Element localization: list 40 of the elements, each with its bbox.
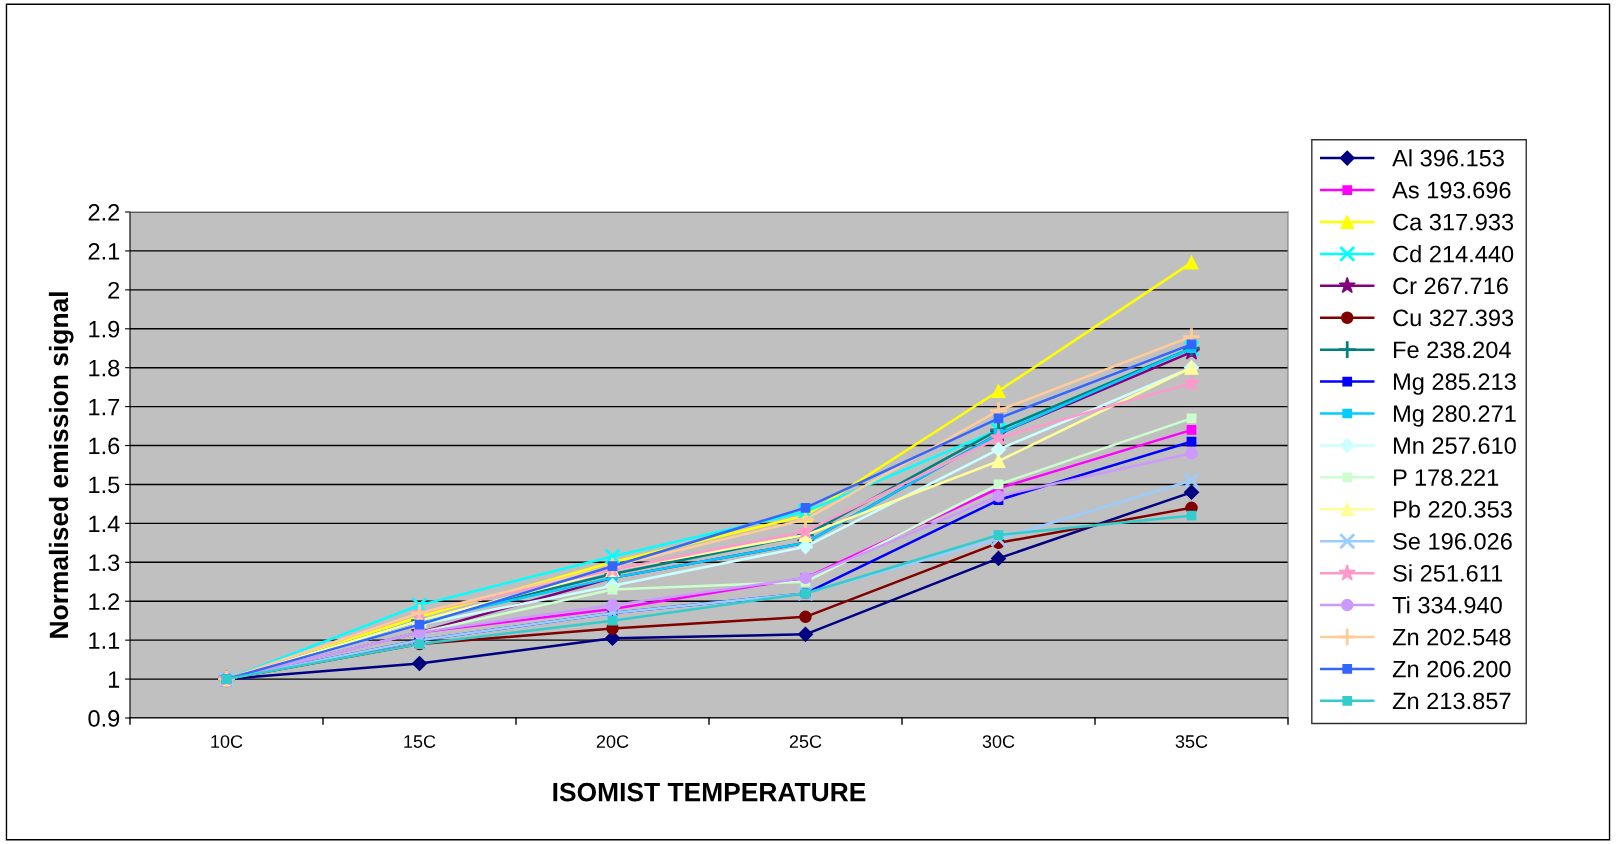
legend-label: Mn 257.610 [1394,437,1516,454]
x-tick-label: 35C [1175,735,1208,748]
y-tick-label: 1 [108,671,120,688]
legend-label: Cd 214.440 [1393,245,1514,263]
legend-label: Ca 317.933 [1393,213,1514,231]
x-tick-label: 10C [211,735,243,748]
y-tick-label: 1.6 [89,437,120,455]
x-tick-label: 15C [404,735,436,748]
y-tick-label: 1.4 [89,515,120,532]
legend-label: Ti 334.940 [1392,596,1502,614]
y-tick-label: 0.9 [88,710,120,727]
legend-label: P 178.221 [1394,469,1499,486]
y-tick-label: 2.1 [88,242,120,260]
y-tick-label: 1.3 [89,554,120,572]
legend-label: Si 251.611 [1393,564,1503,582]
legend-label: Mg 285.213 [1394,373,1516,395]
x-tick-label: 20C [596,735,629,748]
legend-label: Se 196.026 [1393,532,1512,550]
x-tick-label: 25C [789,735,822,748]
y-tick-label: 2.2 [88,204,120,221]
y-tick-label: 1.8 [89,359,120,377]
legend-label: Zn 213.857 [1392,692,1511,710]
legend-label: Cr 267.716 [1393,277,1508,295]
legend-label: As 193.696 [1392,181,1511,199]
y-tick-label: 1.2 [89,593,120,610]
legend-label: Fe 238.204 [1394,341,1511,359]
legend-label: Zn 206.200 [1392,660,1511,678]
y-tick-label: 1.9 [89,320,120,338]
y-tick-label: 1.1 [89,632,120,649]
legend-label: Pb 220.353 [1394,500,1512,518]
x-tick-label: 30C [982,735,1015,748]
legend-label: Mg 280.271 [1394,405,1516,427]
y-axis-title: Normalised emission signal [48,292,74,638]
y-tick-label: 1.7 [89,398,120,416]
y-tick-label: 2 [108,281,120,299]
x-axis-title: ISOMIST TEMPERATURE [553,782,866,802]
y-tick-label: 1.5 [89,476,120,494]
legend-label: Al 396.153 [1392,149,1504,167]
legend-label: Cu 327.393 [1393,309,1514,327]
legend-label: Zn 202.548 [1392,628,1511,646]
